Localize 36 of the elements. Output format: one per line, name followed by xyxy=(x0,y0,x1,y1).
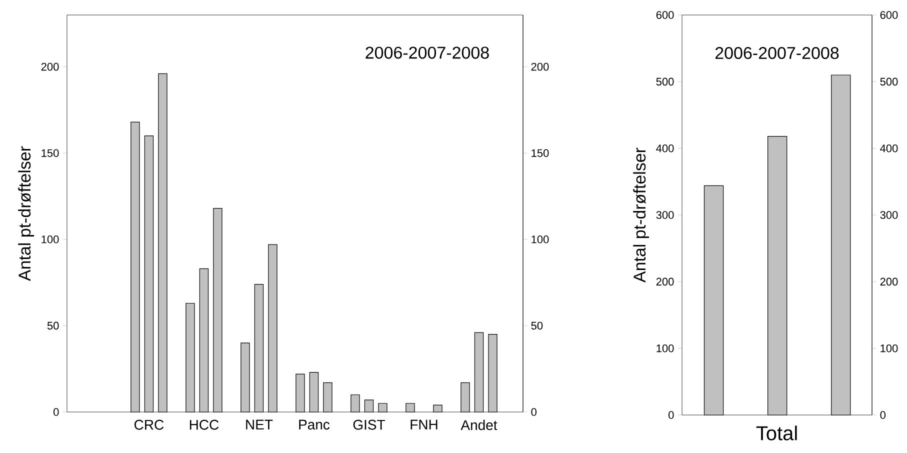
y-tick-label: 500 xyxy=(656,78,674,86)
x-tick-label: CRC xyxy=(134,420,164,430)
y2-tick-label: 0 xyxy=(880,411,886,419)
annotation: 2006-2007-2008 xyxy=(715,46,839,60)
y-tick-label: 200 xyxy=(656,278,674,286)
annotation: 2006-2007-2008 xyxy=(366,46,489,59)
y2-tick-label: 400 xyxy=(880,144,898,152)
y-tick-label: 0 xyxy=(668,411,674,419)
y-tick-label: 400 xyxy=(656,144,674,152)
y2-tick-label: 50 xyxy=(531,322,543,330)
x-axis-title: Total xyxy=(756,426,797,440)
y2-tick-label: 500 xyxy=(880,78,898,86)
y-axis-title: Antal pt-drøftelser xyxy=(18,146,34,282)
y2-tick-label: 0 xyxy=(531,408,536,416)
y-tick-label: 100 xyxy=(656,344,674,352)
y-tick-label: 600 xyxy=(656,11,674,19)
x-tick-label: Panc xyxy=(299,420,330,430)
x-tick-label: NET xyxy=(246,420,273,430)
y-tick-label: 200 xyxy=(41,62,59,71)
x-tick-label: HCC xyxy=(190,420,219,430)
y2-tick-label: 100 xyxy=(880,344,898,352)
y2-tick-label: 150 xyxy=(532,149,549,157)
x-tick-label: FNH xyxy=(410,420,438,430)
y-tick-label: 0 xyxy=(54,408,59,416)
y2-tick-label: 600 xyxy=(880,11,898,19)
y2-tick-label: 200 xyxy=(531,62,549,71)
y-tick-label: 100 xyxy=(42,236,59,244)
x-tick-label: Andet xyxy=(460,420,498,430)
y-tick-label: 150 xyxy=(42,149,59,157)
y-tick-label: 50 xyxy=(47,322,59,330)
y-axis-title: Antal pt-drøftelser xyxy=(633,148,649,283)
y2-tick-label: 300 xyxy=(880,211,898,219)
x-tick-label: GIST xyxy=(353,420,386,430)
y2-tick-label: 200 xyxy=(880,278,898,286)
y-tick-label: 300 xyxy=(656,211,674,219)
y2-tick-label: 100 xyxy=(532,236,549,244)
